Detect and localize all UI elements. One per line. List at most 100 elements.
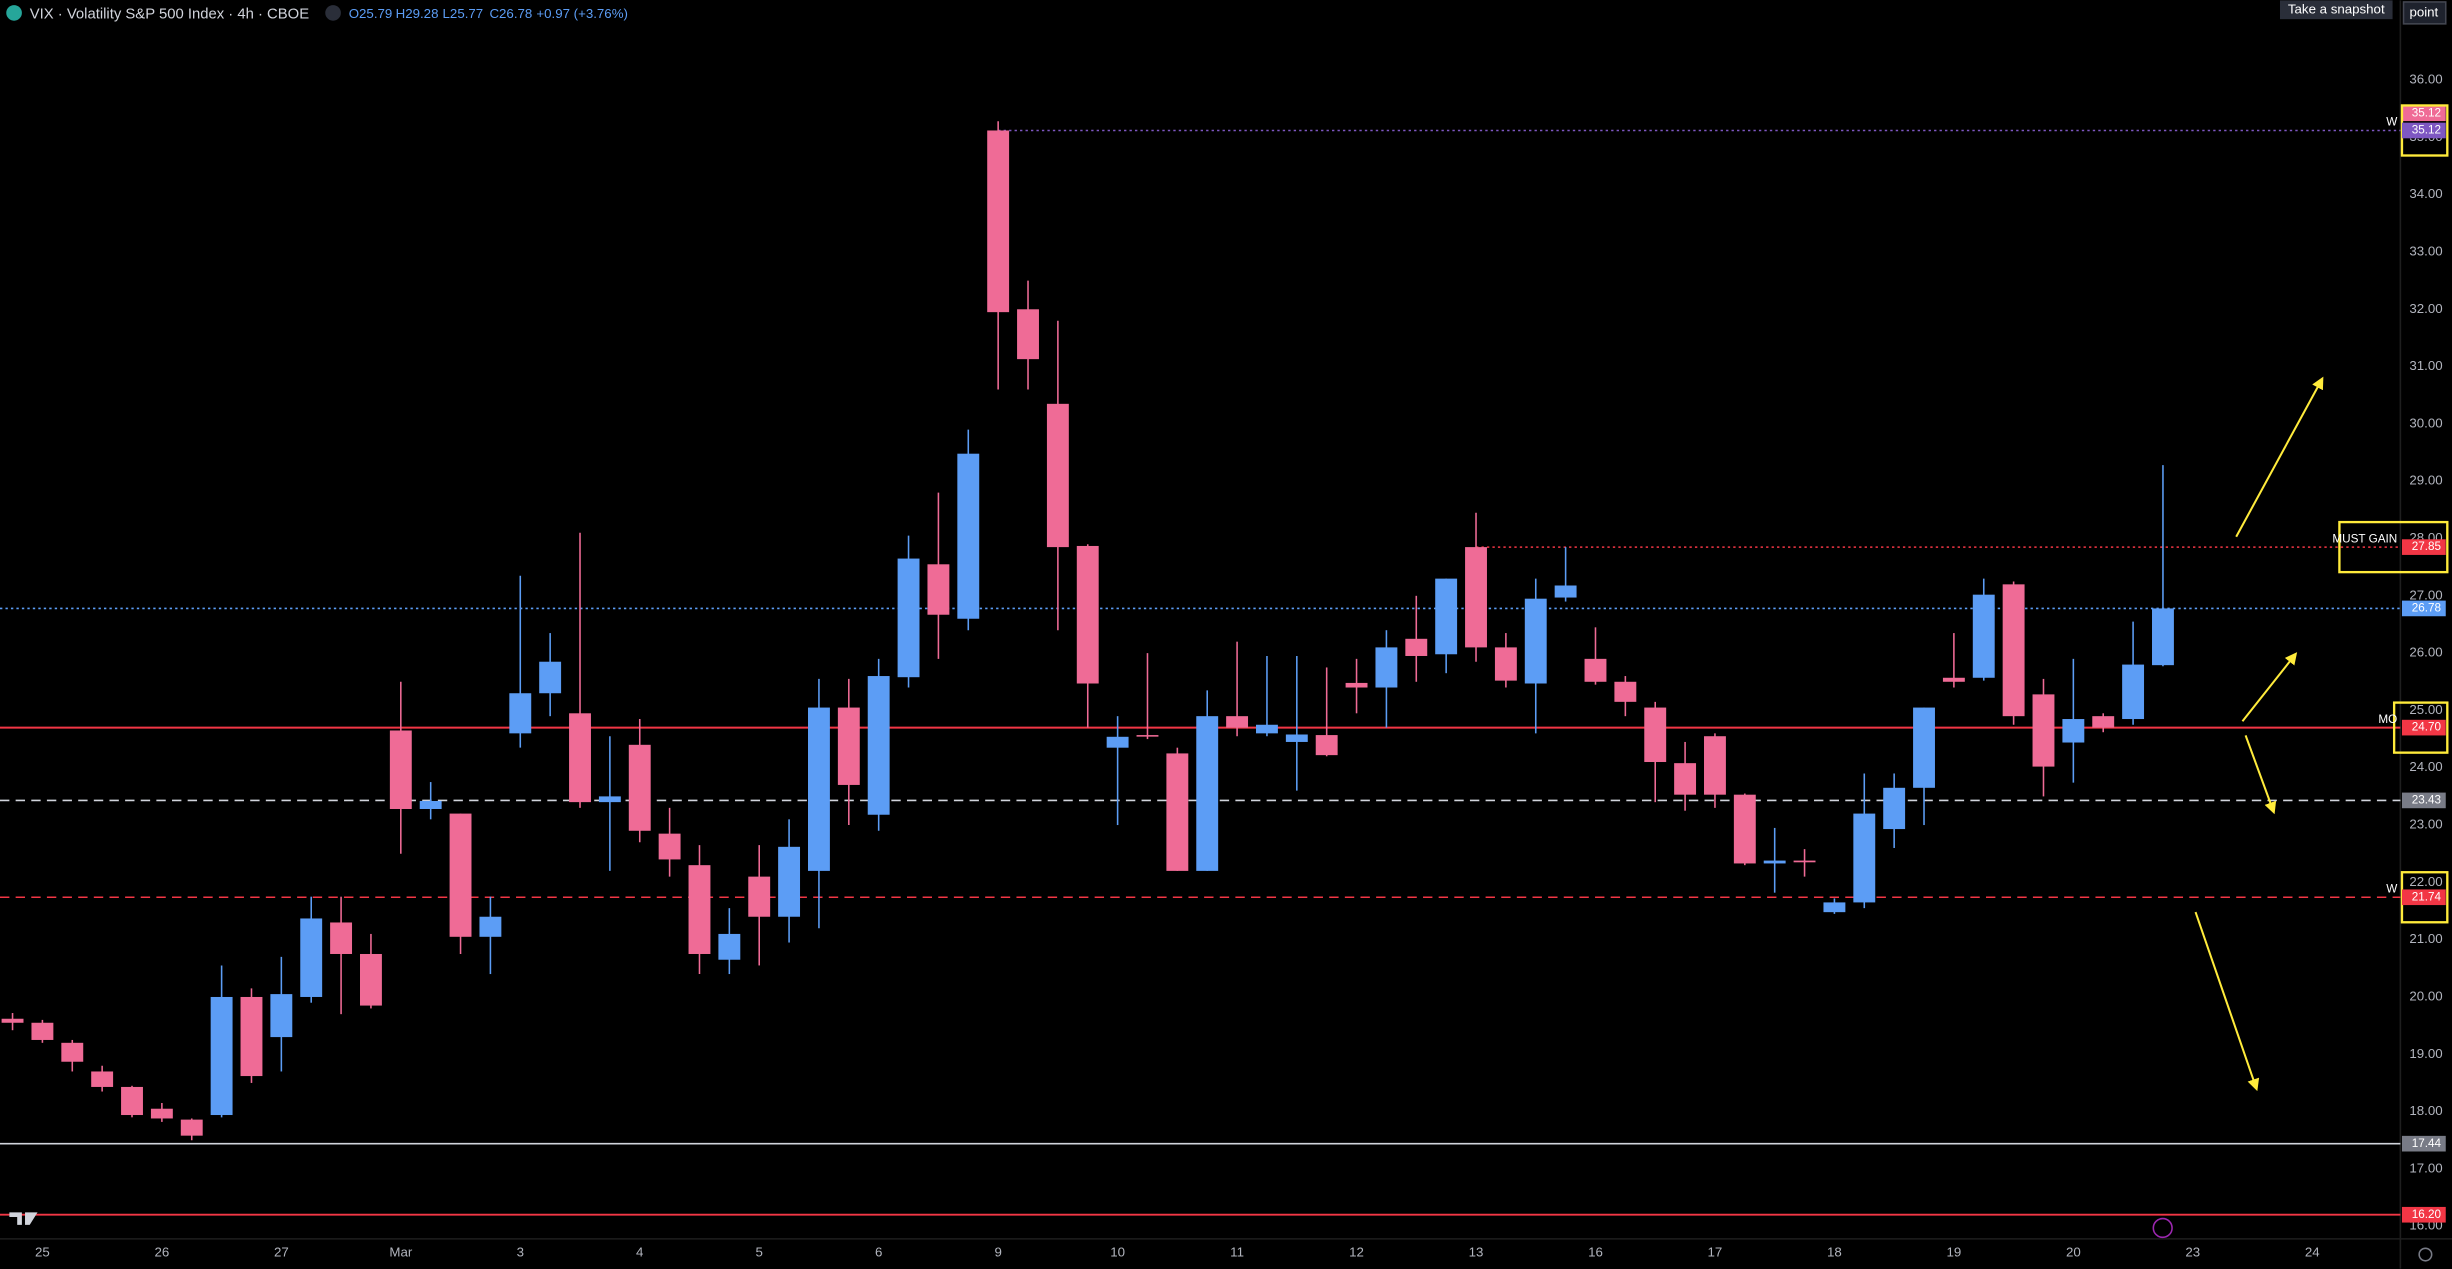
candle-body (330, 922, 353, 954)
candle-body (479, 916, 502, 937)
x-tick-label: 20 (2066, 1244, 2081, 1259)
candle-body (1823, 902, 1846, 913)
x-tick-label: 11 (1230, 1244, 1244, 1259)
candle-body (1614, 681, 1637, 702)
candle-body (2092, 716, 2115, 728)
candle-body (1524, 598, 1547, 684)
candle-body (1883, 787, 1906, 830)
point-button[interactable] (2402, 1, 2447, 25)
candle-body (1704, 736, 1726, 795)
snapshot-button-label[interactable]: Take a snapshot (2288, 1, 2385, 16)
y-tick-label: 22.00 (2409, 874, 2442, 889)
ohlc-low: L25.77 (443, 6, 484, 21)
candle-body (598, 796, 621, 803)
price-badge (2401, 600, 2446, 617)
annotation-tag: W (2386, 116, 2398, 129)
candle-body (1196, 716, 1219, 871)
y-tick-label: 36.00 (2409, 72, 2442, 87)
x-tick-label: Mar (389, 1244, 412, 1259)
candle-body (419, 800, 442, 810)
snapshot-button[interactable] (2279, 0, 2393, 20)
y-tick-label: 34.00 (2409, 186, 2442, 201)
candle-body (121, 1086, 143, 1116)
x-tick-label: 5 (756, 1244, 763, 1259)
y-tick-label: 30.00 (2409, 415, 2442, 430)
settings-gear[interactable] (2418, 1247, 2433, 1262)
ohlc-close: C26.78 (489, 6, 532, 21)
candle-body (1853, 813, 1876, 903)
candle-body (1674, 763, 1697, 795)
x-tick-label: 26 (154, 1244, 169, 1259)
symbol-title: VIX · Volatility S&P 500 Index · 4h · CB… (30, 6, 310, 22)
candle-body (1405, 638, 1428, 656)
candle-body (1913, 707, 1935, 788)
x-tick-label: 16 (1588, 1244, 1603, 1259)
price-badge (2401, 792, 2446, 809)
candle-body (2032, 694, 2055, 767)
candle-body (1644, 707, 1667, 763)
y-tick-label: 31.00 (2409, 358, 2442, 373)
y-tick-label: 27.00 (2409, 587, 2442, 602)
x-tick-label: 24 (2305, 1244, 2320, 1259)
candle-body (509, 693, 532, 734)
lightning-icon[interactable] (2152, 1217, 2173, 1239)
candle-body (449, 813, 472, 937)
y-tick-label: 18.00 (2409, 1103, 2442, 1118)
y-tick-label: 25.00 (2409, 702, 2442, 717)
arrow (2194, 911, 2260, 1092)
x-tick-label: 9 (994, 1244, 1001, 1259)
candle-body (1046, 403, 1069, 548)
candle-body (897, 558, 920, 678)
x-tick-label: 23 (2185, 1244, 2200, 1259)
candle-body (628, 744, 651, 831)
candle-body (1763, 860, 1786, 864)
point-button-label[interactable]: point (2409, 4, 2438, 19)
candle-body (61, 1042, 84, 1062)
logo (9, 1212, 38, 1225)
price-badge-label: 27.85 (2412, 540, 2442, 553)
annotation-box (2338, 520, 2449, 574)
candle-body (2062, 719, 2085, 743)
candle-body (1166, 753, 1189, 871)
candle-body (1017, 309, 1039, 360)
candle-body (389, 730, 412, 810)
price-badge (2401, 889, 2446, 906)
y-tick-label: 26.00 (2409, 645, 2442, 660)
arrow (2244, 735, 2277, 815)
candle-body (778, 846, 801, 917)
candle-body (539, 661, 562, 694)
x-tick-label: 13 (1469, 1244, 1484, 1259)
candle-body (1465, 547, 1487, 648)
candle-body (1584, 658, 1607, 682)
x-tick-label: 12 (1349, 1244, 1364, 1259)
candle-body (1733, 794, 1756, 864)
candle-body (1, 1018, 24, 1023)
candle-body (1256, 724, 1278, 734)
price-badge (2401, 539, 2446, 555)
annotation-tag: MUST GAIN (2332, 532, 2397, 545)
y-tick-label: 33.00 (2409, 243, 2442, 258)
x-tick-label: 18 (1827, 1244, 1842, 1259)
symbol-icon (6, 5, 22, 21)
candle-body (1942, 677, 1965, 682)
price-badge-label: 23.43 (2412, 793, 2441, 806)
candle-body (31, 1022, 54, 1040)
candle-body (957, 453, 980, 619)
candle-body (569, 713, 591, 803)
ohlc-high: H29.28 (396, 6, 439, 21)
y-tick-label: 21.00 (2409, 931, 2442, 946)
candle-body (210, 996, 233, 1116)
candle-body (1972, 594, 1995, 678)
y-tick-label: 29.00 (2409, 473, 2442, 488)
arrow (2235, 376, 2324, 538)
settings-icon[interactable] (325, 5, 341, 21)
price-badge-label: 21.74 (2412, 890, 2442, 903)
annotation-arrows (2194, 376, 2324, 1092)
x-tick-label: 25 (35, 1244, 50, 1259)
candle-body (300, 918, 323, 997)
arrow (2241, 652, 2298, 722)
price-badge-label: 16.20 (2412, 1208, 2442, 1221)
